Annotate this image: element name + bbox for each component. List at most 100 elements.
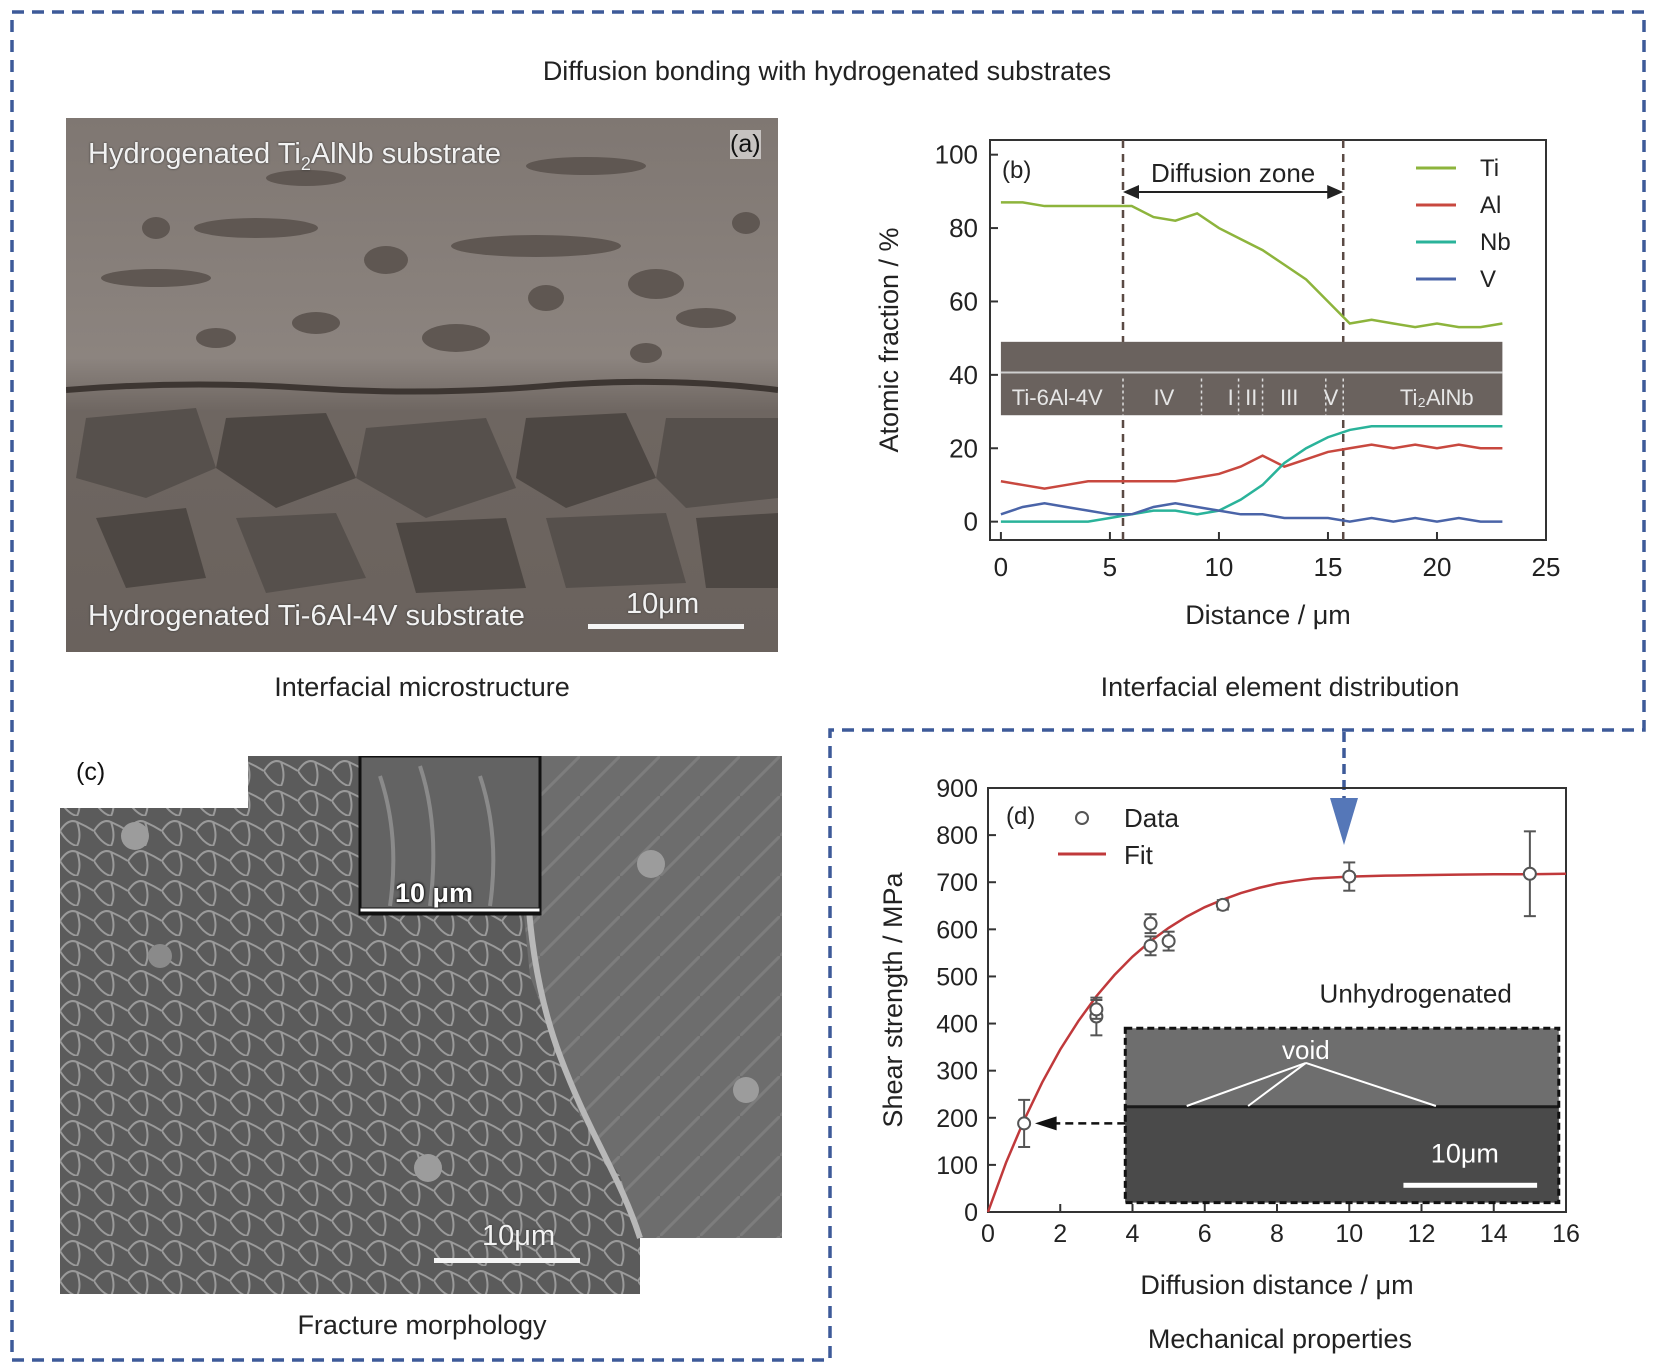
panel-d-x-tick-label: 8 <box>1270 1220 1284 1248</box>
panel-d-legend-data-label: Data <box>1124 803 1179 833</box>
panel-b-x-tick-label: 0 <box>994 552 1008 582</box>
figure-title: Diffusion bonding with hydrogenated subs… <box>542 56 1112 86</box>
panel-b-legend-label: Ti <box>1480 155 1499 182</box>
panel-a-tag: (a) <box>730 130 761 159</box>
panel-a-scale-bar <box>588 624 744 629</box>
panel-b-y-tick-label: 0 <box>964 507 978 537</box>
panel-a-image: Hydrogenated Ti2AlNb substrate (a) Hydro… <box>66 118 778 652</box>
panel-b-y-tick-label: 40 <box>949 360 978 390</box>
panel-b-legend-label: V <box>1480 266 1496 293</box>
panel-d-x-tick-label: 2 <box>1053 1220 1067 1248</box>
panel-d-x-tick-label: 12 <box>1408 1220 1436 1248</box>
panel-c-caption: Fracture morphology <box>297 1310 547 1340</box>
panel-c-micrograph <box>60 756 782 1294</box>
panel-b-y-tick-label: 20 <box>949 433 978 463</box>
panel-b-series-ti <box>1000 201 1503 329</box>
panel-b-inset-strip <box>1000 341 1503 416</box>
panel-b-zone-arrowhead-left <box>1123 185 1140 199</box>
panel-b-inset-label: IV <box>1154 385 1175 410</box>
panel-b-series-nb <box>1000 424 1503 523</box>
panel-d-inset-void-label: void <box>1282 1035 1330 1065</box>
panel-b-plot-frame <box>989 139 1547 541</box>
panel-d-inset-border <box>1123 1026 1561 1205</box>
panel-b-zone-arrowhead-right <box>1327 185 1344 199</box>
panel-d-fit-line <box>986 872 1567 1213</box>
panel-b-series-v <box>1000 502 1503 523</box>
panel-b-y-axis-label: Atomic fraction / % <box>874 227 904 452</box>
panel-d-x-axis-label: Diffusion distance / μm <box>1140 1270 1413 1300</box>
panel-d-y-tick-label: 600 <box>936 916 978 944</box>
panel-d-inset-title: Unhydrogenated <box>1320 978 1512 1008</box>
panel-b-x-axis-label: Distance / μm <box>1185 600 1351 630</box>
panel-a-scale-label: 10μm <box>626 588 700 620</box>
panel-b-inset-label: II <box>1245 385 1257 410</box>
panel-a-top-label-post: AlNb substrate <box>310 138 502 170</box>
panel-a-top-label-sub: 2 <box>300 153 311 174</box>
panel-d-legend-fit-label: Fit <box>1124 840 1154 870</box>
panel-d-legend-data-marker <box>1075 811 1089 825</box>
panel-d-data-point <box>1017 1116 1032 1131</box>
panel-b-zone-label: Diffusion zone <box>1151 158 1315 188</box>
panel-a-micrograph <box>66 118 778 652</box>
panel-d-y-tick-label: 200 <box>936 1105 978 1133</box>
panel-d-inset-void-arrow <box>1186 1061 1307 1107</box>
panel-d-data-point <box>1089 1002 1104 1017</box>
panel-b-x-tick-label: 25 <box>1532 552 1561 582</box>
panel-d-y-tick-label: 100 <box>936 1152 978 1180</box>
panel-d-inset-pointer-head <box>1034 1116 1057 1131</box>
panel-c-inset-scale-label: 10 μm <box>395 878 474 908</box>
panel-d-chart: 0 2 4 6 8 10 12 14 16 0 100 200 300 400 500 600 700 800 90… <box>878 775 1580 1300</box>
panel-b-y-tick-label: 100 <box>935 140 978 170</box>
panel-b-inset-label: III <box>1280 385 1298 410</box>
panel-b-caption: Interfacial element distribution <box>1100 672 1460 702</box>
panel-d-x-tick-label: 6 <box>1198 1220 1212 1248</box>
panel-a-top-label-pre: Hydrogenated Ti <box>88 138 301 170</box>
panel-d-y-tick-label: 0 <box>964 1199 978 1227</box>
panel-d-y-tick-label: 900 <box>936 775 978 803</box>
panel-b-legend-label: Al <box>1480 192 1501 219</box>
panel-d-data-point <box>1342 869 1357 884</box>
panel-b-y-tick-label: 80 <box>949 213 978 243</box>
panel-b-inset-label: Ti-6Al-4V <box>1012 385 1103 410</box>
panel-a-caption: Interfacial microstructure <box>274 672 570 702</box>
panel-b-inset-label: Ti₂AlNb <box>1400 385 1474 410</box>
panel-b-tag: (b) <box>1002 157 1031 184</box>
panel-c-scale-label: 10μm <box>482 1220 556 1252</box>
panel-d-y-tick-label: 700 <box>936 869 978 897</box>
panel-d-x-tick-label: 10 <box>1335 1220 1363 1248</box>
panel-d-inset-void-arrow <box>1305 1061 1437 1107</box>
panel-d-data-point <box>1522 866 1537 881</box>
panel-b-chart: 0 5 10 15 20 25 0 20 40 60 80 100 Distance / μm Atomi… <box>874 139 1561 630</box>
panel-d-x-tick-label: 14 <box>1480 1220 1508 1248</box>
panel-b-x-tick-label: 10 <box>1204 552 1233 582</box>
panel-b-x-tick-label: 5 <box>1103 552 1117 582</box>
panel-a-bottom-label: Hydrogenated Ti-6Al-4V substrate <box>88 600 525 632</box>
panel-d-data-point <box>1215 897 1230 912</box>
panel-d-tag: (d) <box>1006 803 1035 830</box>
panel-c-tag: (c) <box>76 758 106 786</box>
panel-c-scale-bar <box>434 1258 580 1263</box>
panel-d-x-tick-label: 4 <box>1126 1220 1140 1248</box>
panel-d-y-tick-label: 400 <box>936 1011 978 1039</box>
panel-d-inset-void-arrow <box>1247 1062 1307 1107</box>
panel-b-x-tick-label: 20 <box>1423 552 1452 582</box>
panel-b-series-al <box>1000 443 1503 490</box>
panel-a-top-label: Hydrogenated Ti2AlNb substrate <box>88 138 501 175</box>
panel-d-inset-scale-label: 10μm <box>1431 1139 1499 1169</box>
panel-d-x-tick-label: 0 <box>981 1220 995 1248</box>
panel-d-data-point <box>1143 938 1158 953</box>
panel-b-y-tick-label: 60 <box>949 286 978 316</box>
panel-d-data-point <box>1143 916 1158 931</box>
panel-d-y-tick-label: 800 <box>936 822 978 850</box>
panel-d-inset-scale-bar <box>1403 1182 1538 1188</box>
panel-b-legend-label: Nb <box>1480 229 1511 256</box>
panel-d-caption: Mechanical properties <box>1147 1324 1413 1354</box>
panel-b-inset-label: V <box>1324 385 1339 410</box>
panel-b-x-tick-label: 15 <box>1313 552 1342 582</box>
panel-d-data-point <box>1161 934 1176 949</box>
panel-b-inset-label: I <box>1228 385 1234 410</box>
panel-d-x-tick-label: 16 <box>1552 1220 1580 1248</box>
panel-d-y-tick-label: 500 <box>936 963 978 991</box>
panel-d-y-axis-label: Shear strength / MPa <box>878 871 908 1127</box>
